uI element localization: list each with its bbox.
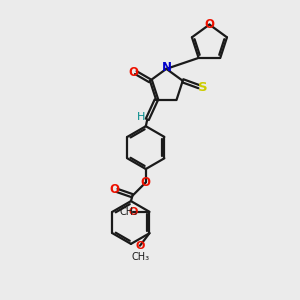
Text: H: H [136, 112, 145, 122]
Text: CH₃: CH₃ [131, 252, 150, 262]
Text: O: O [128, 206, 137, 217]
Text: O: O [141, 176, 151, 189]
Text: O: O [135, 241, 145, 251]
Text: O: O [129, 65, 139, 79]
Text: S: S [198, 81, 207, 94]
Text: CH₃: CH₃ [120, 207, 138, 218]
Text: O: O [109, 183, 119, 196]
Text: N: N [162, 61, 172, 74]
Text: O: O [204, 18, 214, 31]
